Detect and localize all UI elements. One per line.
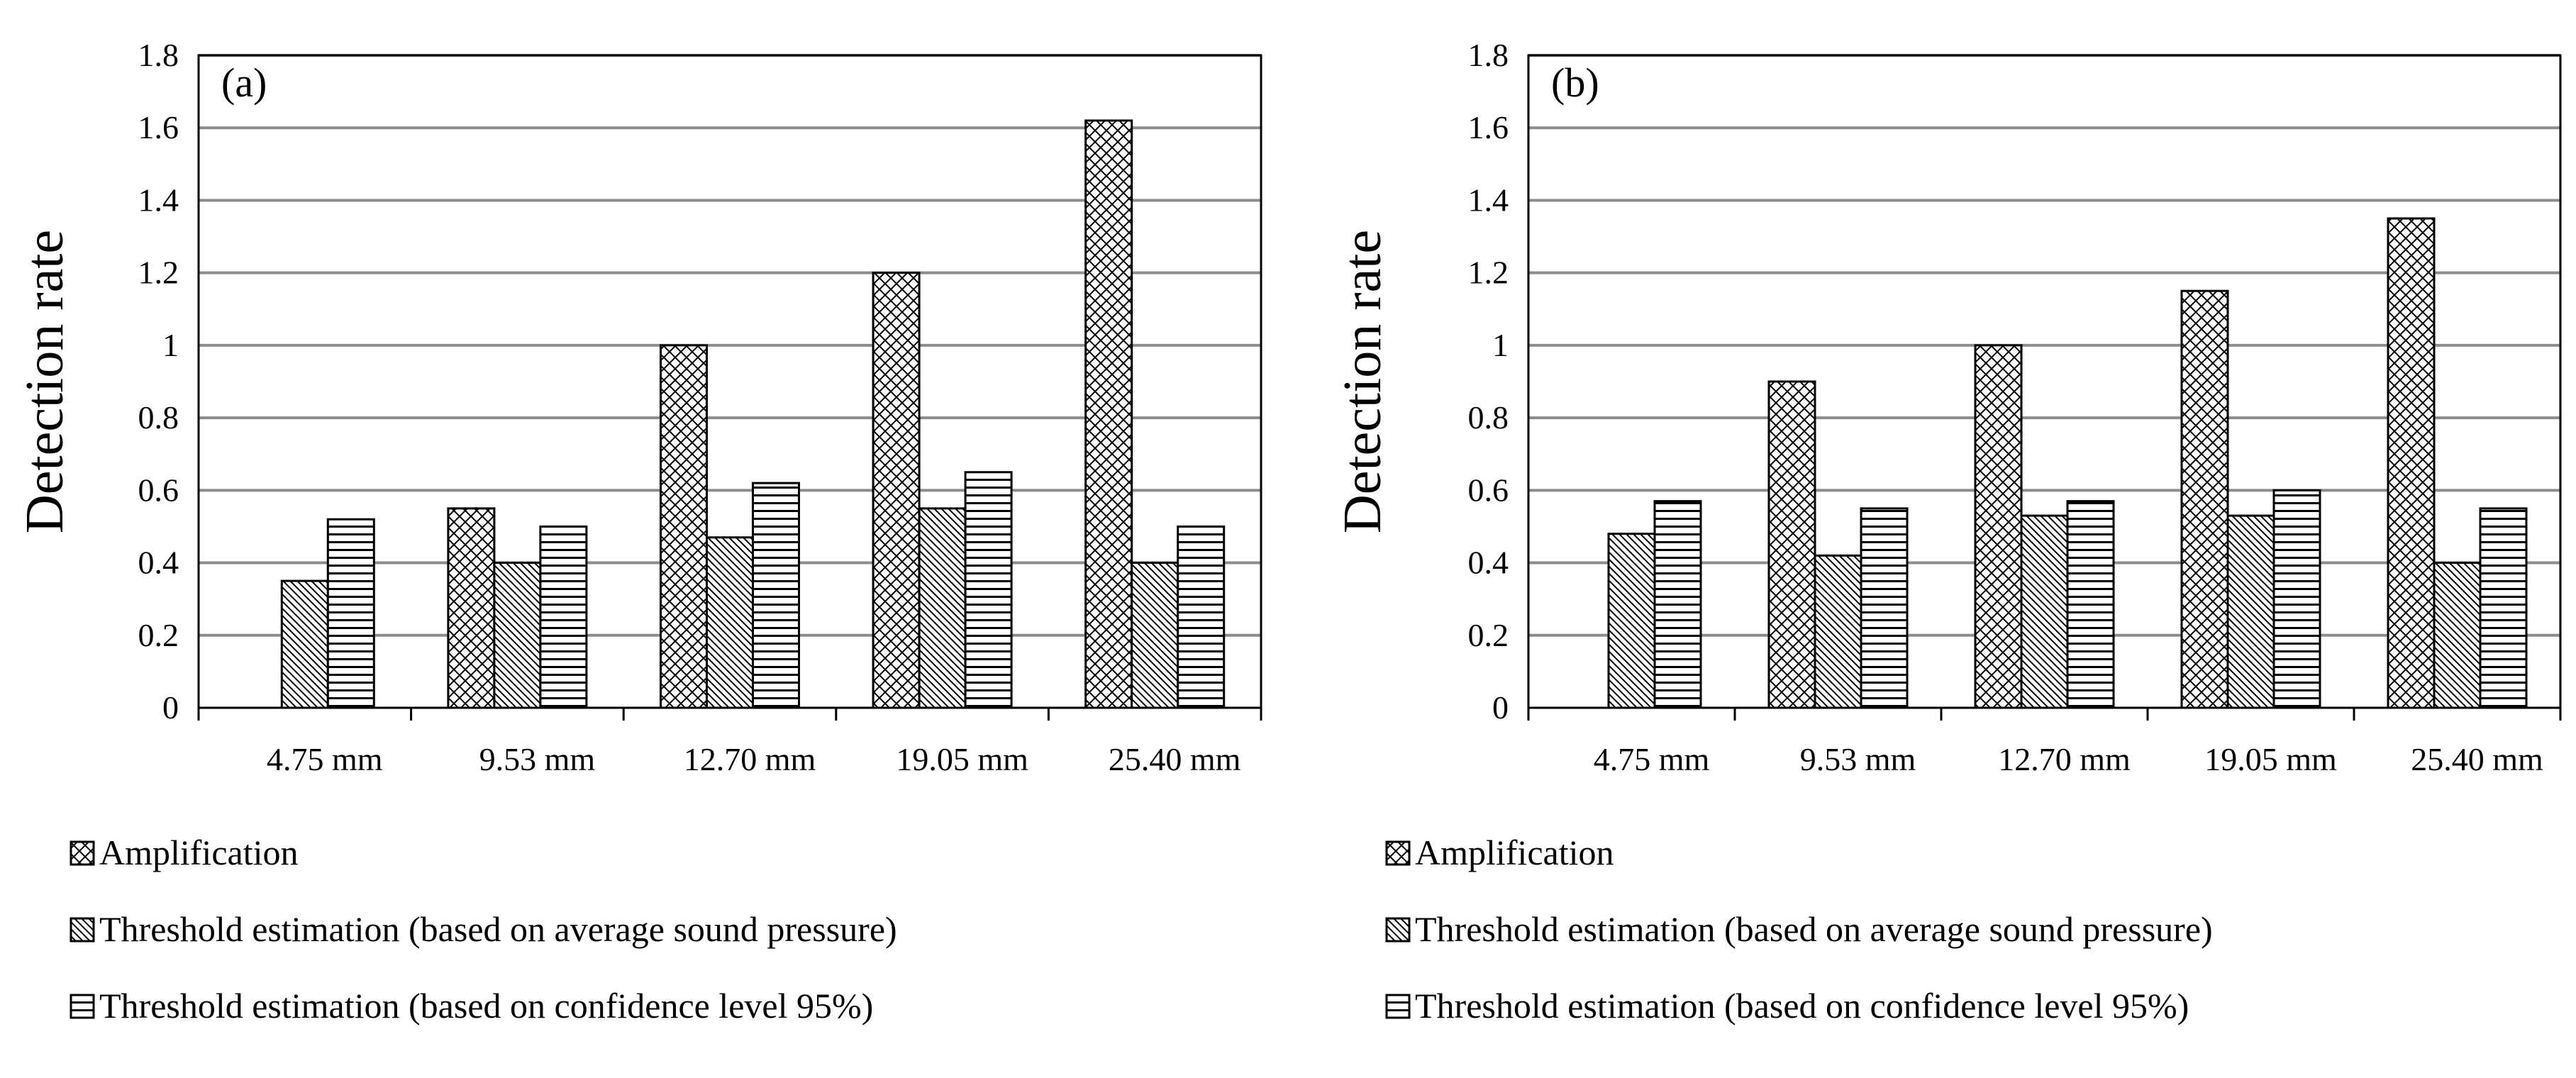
y-tick-label: 1.4	[138, 182, 179, 218]
legend-swatch-diagonal	[70, 917, 95, 943]
bar-diagonal	[2433, 562, 2482, 709]
y-tick-label: 1.2	[138, 255, 179, 291]
y-tick-label: 0.8	[138, 399, 179, 435]
bar-horizontal	[1177, 525, 1226, 709]
y-tick-label: 0.4	[138, 545, 179, 581]
y-tick-label: 1	[162, 327, 179, 363]
y-tick-label: 0.6	[1468, 472, 1509, 508]
legend-swatch-diagonal	[1385, 917, 1411, 943]
bar-horizontal	[1860, 507, 1909, 709]
bar-crosshatch	[1767, 380, 1816, 709]
x-tick-label: 25.40 mm	[1109, 741, 1241, 777]
y-tick-label: 0	[1492, 689, 1509, 726]
x-tick-label: 19.05 mm	[2204, 741, 2337, 777]
legend: Amplification Threshold estimation (based…	[70, 833, 897, 1026]
bar-horizontal	[2066, 500, 2115, 709]
bar-diagonal	[493, 562, 542, 709]
legend-label: Threshold estimation (based on average s…	[99, 909, 897, 949]
y-axis-title: Detection rate	[15, 230, 74, 533]
bar-diagonal	[706, 536, 754, 709]
x-tick-label: 12.70 mm	[1998, 741, 2131, 777]
y-tick-label: 0.2	[1468, 617, 1509, 653]
chart-panel-b: 0 0.2 0.4 0.6 0.8 1 1.2 1.4 1.6 1.8 4.75 mm 9.53 mm…	[1333, 37, 2562, 1026]
x-tick-label: 25.40 mm	[2411, 741, 2543, 777]
bar-crosshatch	[1974, 344, 2023, 709]
bar-crosshatch	[447, 507, 496, 709]
x-tick-label: 4.75 mm	[267, 741, 383, 777]
bar-diagonal	[1607, 533, 1656, 709]
x-tick-label: 9.53 mm	[479, 741, 596, 777]
y-tick-label: 1	[1492, 327, 1509, 363]
legend-label: Threshold estimation (based on average s…	[1415, 909, 2213, 949]
y-tick-label: 0.6	[138, 472, 179, 508]
bar-crosshatch	[872, 272, 921, 709]
bar-diagonal	[2020, 514, 2069, 709]
panel-label: (a)	[221, 60, 267, 106]
legend-swatch-horizontal	[70, 994, 95, 1019]
legend-swatch-crosshatch	[70, 840, 95, 866]
bar-crosshatch	[660, 344, 708, 709]
x-tick-label: 4.75 mm	[1594, 741, 1710, 777]
bar-diagonal	[1814, 554, 1862, 709]
bar-horizontal	[2479, 507, 2528, 709]
legend-swatch-horizontal	[1385, 994, 1411, 1019]
y-tick-label: 1.6	[138, 109, 179, 145]
legend-label: Amplification	[1415, 833, 1614, 872]
bar-horizontal	[2272, 489, 2321, 709]
bar-crosshatch	[2180, 289, 2229, 709]
bar-horizontal	[964, 471, 1013, 709]
y-tick-label: 0.2	[138, 617, 179, 653]
legend: Amplification Threshold estimation (based…	[1385, 833, 2213, 1026]
legend-label: Threshold estimation (based on confidenc…	[1415, 986, 2189, 1026]
x-tick-label: 19.05 mm	[896, 741, 1028, 777]
legend-label: Amplification	[99, 833, 299, 872]
bar-horizontal	[539, 525, 588, 709]
y-tick-label: 1.8	[138, 37, 179, 73]
y-tick-label: 1.8	[1468, 37, 1509, 73]
y-tick-label: 1.4	[1468, 182, 1509, 218]
bar-diagonal	[280, 579, 329, 709]
legend-label: Threshold estimation (based on confidenc…	[99, 986, 873, 1026]
y-tick-label: 1.6	[1468, 109, 1509, 145]
y-tick-label: 0.8	[1468, 399, 1509, 435]
x-tick-label: 12.70 mm	[684, 741, 816, 777]
y-tick-label: 0	[162, 689, 179, 726]
bar-crosshatch	[1084, 119, 1133, 709]
panel-label: (b)	[1551, 60, 1599, 106]
bar-diagonal	[2226, 514, 2275, 709]
legend-swatch-crosshatch	[1385, 840, 1411, 866]
y-tick-label: 0.4	[1468, 545, 1509, 581]
bar-crosshatch	[2387, 217, 2436, 709]
y-tick-label: 1.2	[1468, 255, 1509, 291]
x-tick-label: 9.53 mm	[1800, 741, 1916, 777]
bar-diagonal	[1131, 562, 1179, 709]
bar-horizontal	[1653, 500, 1702, 709]
bar-horizontal	[326, 518, 375, 709]
chart-panel-a: 0 0.2 0.4 0.6 0.8 1 1.2 1.4 1.6 1.8 4.75 mm 9.53 mm…	[15, 37, 1262, 1026]
bar-horizontal	[752, 482, 800, 709]
bar-diagonal	[918, 507, 967, 709]
y-axis-title: Detection rate	[1333, 230, 1392, 533]
